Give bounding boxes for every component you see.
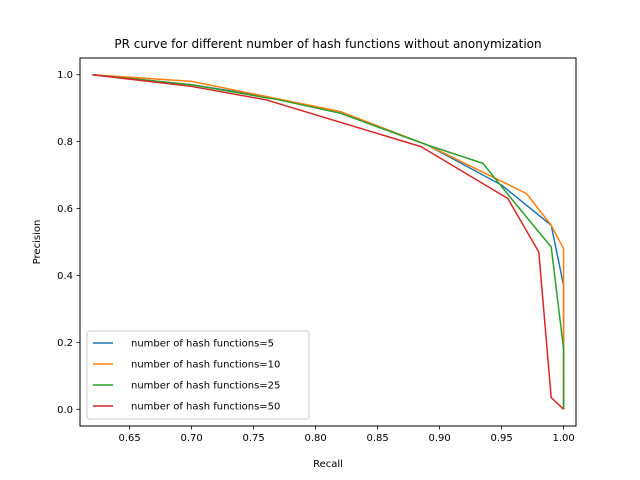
- legend-entry-4: number of hash functions=50: [131, 402, 280, 413]
- y-tick-label: 0.6: [57, 204, 73, 215]
- x-tick-label: 0.75: [242, 433, 264, 444]
- legend-entry-3: number of hash functions=25: [131, 381, 280, 392]
- y-tick-label: 0.2: [57, 338, 73, 349]
- chart-title: PR curve for different number of hash fu…: [114, 37, 541, 51]
- x-tick-label: 0.70: [180, 433, 202, 444]
- plot-frame: [79, 57, 577, 427]
- x-tick-label: 0.85: [366, 433, 388, 444]
- y-axis: 0.0 0.2 0.4 0.6 0.8 1.0: [57, 70, 80, 416]
- x-axis-label: Recall: [313, 459, 343, 470]
- y-axis-label: Precision: [32, 220, 43, 265]
- x-axis: 0.65 0.70 0.75 0.80 0.85 0.90 0.95 1.00: [118, 426, 575, 444]
- y-tick-label: 0.0: [57, 405, 73, 416]
- legend-box: [86, 330, 310, 420]
- y-tick-label: 0.8: [57, 137, 73, 148]
- x-tick-label: 0.65: [118, 433, 140, 444]
- series-line-3: [92, 73, 565, 410]
- series-line-4: [92, 73, 565, 410]
- x-tick-label: 0.80: [304, 433, 326, 444]
- legend-entry-2: number of hash functions=10: [131, 360, 280, 371]
- y-tick-label: 1.0: [57, 70, 73, 81]
- x-tick-label: 1.00: [552, 433, 574, 444]
- x-tick-label: 0.95: [490, 433, 512, 444]
- legend-entry-1: number of hash functions=5: [131, 339, 274, 350]
- legend: number of hash functions=5 number of hash…: [86, 330, 310, 420]
- y-tick-label: 0.4: [57, 271, 73, 282]
- series-layer: [92, 73, 565, 410]
- x-tick-label: 0.90: [428, 433, 450, 444]
